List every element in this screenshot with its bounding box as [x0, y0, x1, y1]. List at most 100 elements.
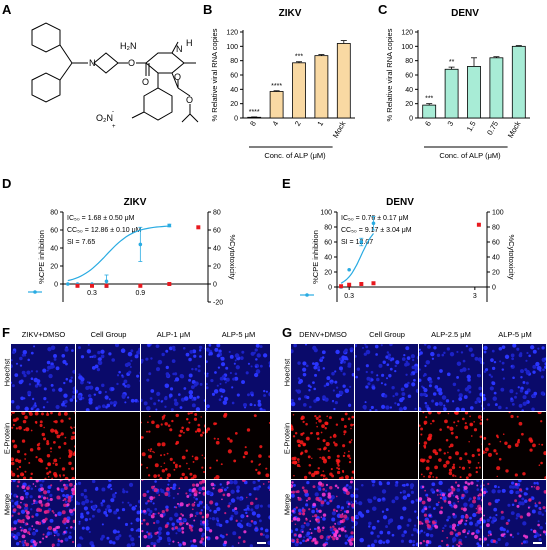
denv-nucleus-dot	[408, 539, 413, 544]
zikv-nucleus-dot	[130, 359, 133, 362]
zikv-nucleus-dot	[136, 350, 140, 355]
denv-protein-dot	[423, 475, 425, 478]
denv-nucleus-dot	[466, 374, 471, 380]
denv-protein-dot	[504, 441, 508, 445]
zikv-nucleus-dot	[130, 537, 135, 542]
zikv-dose-y-tick-label: 20	[50, 264, 58, 271]
zikv-nucleus-dot	[49, 493, 53, 497]
denv-nucleus-dot	[469, 406, 474, 410]
denv-protein-dot	[338, 534, 342, 538]
denv-protein-dot	[448, 455, 452, 460]
denv-nucleus-dot	[430, 488, 434, 492]
denv-protein-dot	[481, 498, 482, 502]
zikv-protein-dot	[215, 459, 219, 462]
zikv-nucleus-dot	[168, 543, 171, 546]
denv-nucleus-dot	[419, 392, 424, 397]
zikv-protein-dot	[43, 510, 48, 514]
denv-protein-dot	[439, 493, 442, 496]
zikv-protein-dot	[52, 512, 55, 514]
denv-nucleus-dot	[368, 521, 372, 526]
zikv-dose-annotation: CC₅₀ = 12.86 ± 0.10 μM	[67, 227, 142, 234]
zikv-nucleus-dot	[268, 361, 270, 365]
zikv-protein-dot	[153, 496, 156, 499]
zikv-protein-dot	[70, 437, 74, 441]
zikv-nucleus-dot	[16, 532, 21, 537]
denv-protein-dot	[317, 467, 320, 470]
denv-nucleus-dot	[480, 404, 482, 408]
denv-protein-dot	[292, 435, 296, 438]
zikv-nucleus-dot	[259, 504, 263, 508]
denv-protein-dot	[339, 519, 343, 524]
denv-nucleus-dot	[403, 353, 406, 357]
denv-protein-dot	[320, 474, 323, 477]
denv-protein-dot	[441, 493, 446, 497]
denv-nucleus-dot	[490, 358, 494, 362]
denv-protein-dot	[462, 417, 465, 421]
denv-protein-dot	[441, 539, 444, 543]
denv-nucleus-dot	[325, 382, 330, 386]
zikv-bar-bar	[292, 62, 306, 119]
zikv-protein-dot	[161, 469, 165, 473]
denv-protein-dot	[478, 507, 482, 511]
zikv-nucleus-dot	[193, 382, 197, 386]
zikv-protein-dot	[269, 488, 270, 492]
denv-protein-dot	[537, 412, 542, 415]
zikv-nucleus-dot	[101, 383, 105, 388]
zikv-protein-dot	[42, 537, 45, 540]
denv-protein-dot	[477, 510, 481, 514]
nh-h-label: H	[186, 38, 193, 48]
denv-nucleus-dot	[382, 360, 386, 364]
zikv-protein-dot	[60, 539, 64, 543]
zikv-nucleus-dot	[51, 388, 56, 392]
denv-nucleus-dot	[520, 376, 523, 379]
zikv-nucleus-dot	[199, 382, 203, 386]
denv-nucleus-dot	[499, 360, 502, 363]
zikv-protein-dot	[72, 452, 75, 456]
zikv-protein-dot	[37, 495, 41, 499]
zikv-protein-dot	[29, 448, 34, 452]
denv-nucleus-dot	[498, 489, 502, 493]
zikv-nucleus-dot	[229, 371, 232, 375]
denv-nucleus-dot	[335, 386, 339, 389]
zikv-protein-dot	[74, 412, 75, 414]
zikv-dose-y2-tick-label: -20	[213, 300, 223, 307]
zikv-nucleus-dot	[230, 514, 234, 518]
zikv-nucleus-dot	[117, 530, 120, 534]
zikv-protein-dot	[159, 477, 163, 479]
zikv-protein-dot	[244, 451, 249, 456]
zikv-protein-dot	[46, 497, 49, 500]
denv-protein-dot	[430, 422, 432, 425]
zikv-protein-dot	[11, 472, 16, 477]
zikv-nucleus-dot	[155, 344, 160, 348]
zikv-bar-y-tick-label: 20	[230, 101, 238, 108]
denv-nucleus-dot	[405, 483, 409, 487]
denv-nucleus-dot	[463, 395, 468, 399]
zikv-nucleus-dot	[24, 491, 29, 496]
denv-protein-dot	[446, 536, 449, 539]
denv-protein-dot	[499, 440, 502, 443]
denv-protein-dot	[321, 424, 325, 429]
denv-nucleus-dot	[500, 515, 505, 520]
denv-nucleus-dot	[467, 378, 471, 382]
denv-protein-dot	[445, 439, 449, 442]
denv-protein-dot	[419, 497, 423, 501]
denv-protein-dot	[464, 425, 469, 430]
zikv-nucleus-dot	[174, 372, 178, 376]
zikv-protein-dot	[193, 492, 198, 497]
zikv-nucleus-dot	[107, 508, 112, 513]
zikv-nucleus-dot	[206, 386, 209, 390]
zikv-nucleus-dot	[97, 405, 101, 409]
zikv-protein-dot	[195, 483, 200, 487]
zikv-protein-dot	[51, 477, 53, 479]
denv-nucleus-dot	[494, 403, 498, 407]
zikv-nucleus-dot	[179, 406, 183, 409]
zikv-bar-y-tick-label: 100	[226, 44, 238, 51]
denv-protein-dot	[441, 530, 444, 532]
zikv-protein-dot	[35, 456, 38, 459]
denv-nucleus-dot	[338, 357, 342, 361]
zikv-nucleus-dot	[209, 509, 212, 512]
denv-protein-dot	[305, 499, 308, 502]
denv-protein-dot	[475, 470, 478, 474]
zikv-nucleus-dot	[46, 369, 49, 372]
zikv-nucleus-dot	[145, 501, 149, 504]
